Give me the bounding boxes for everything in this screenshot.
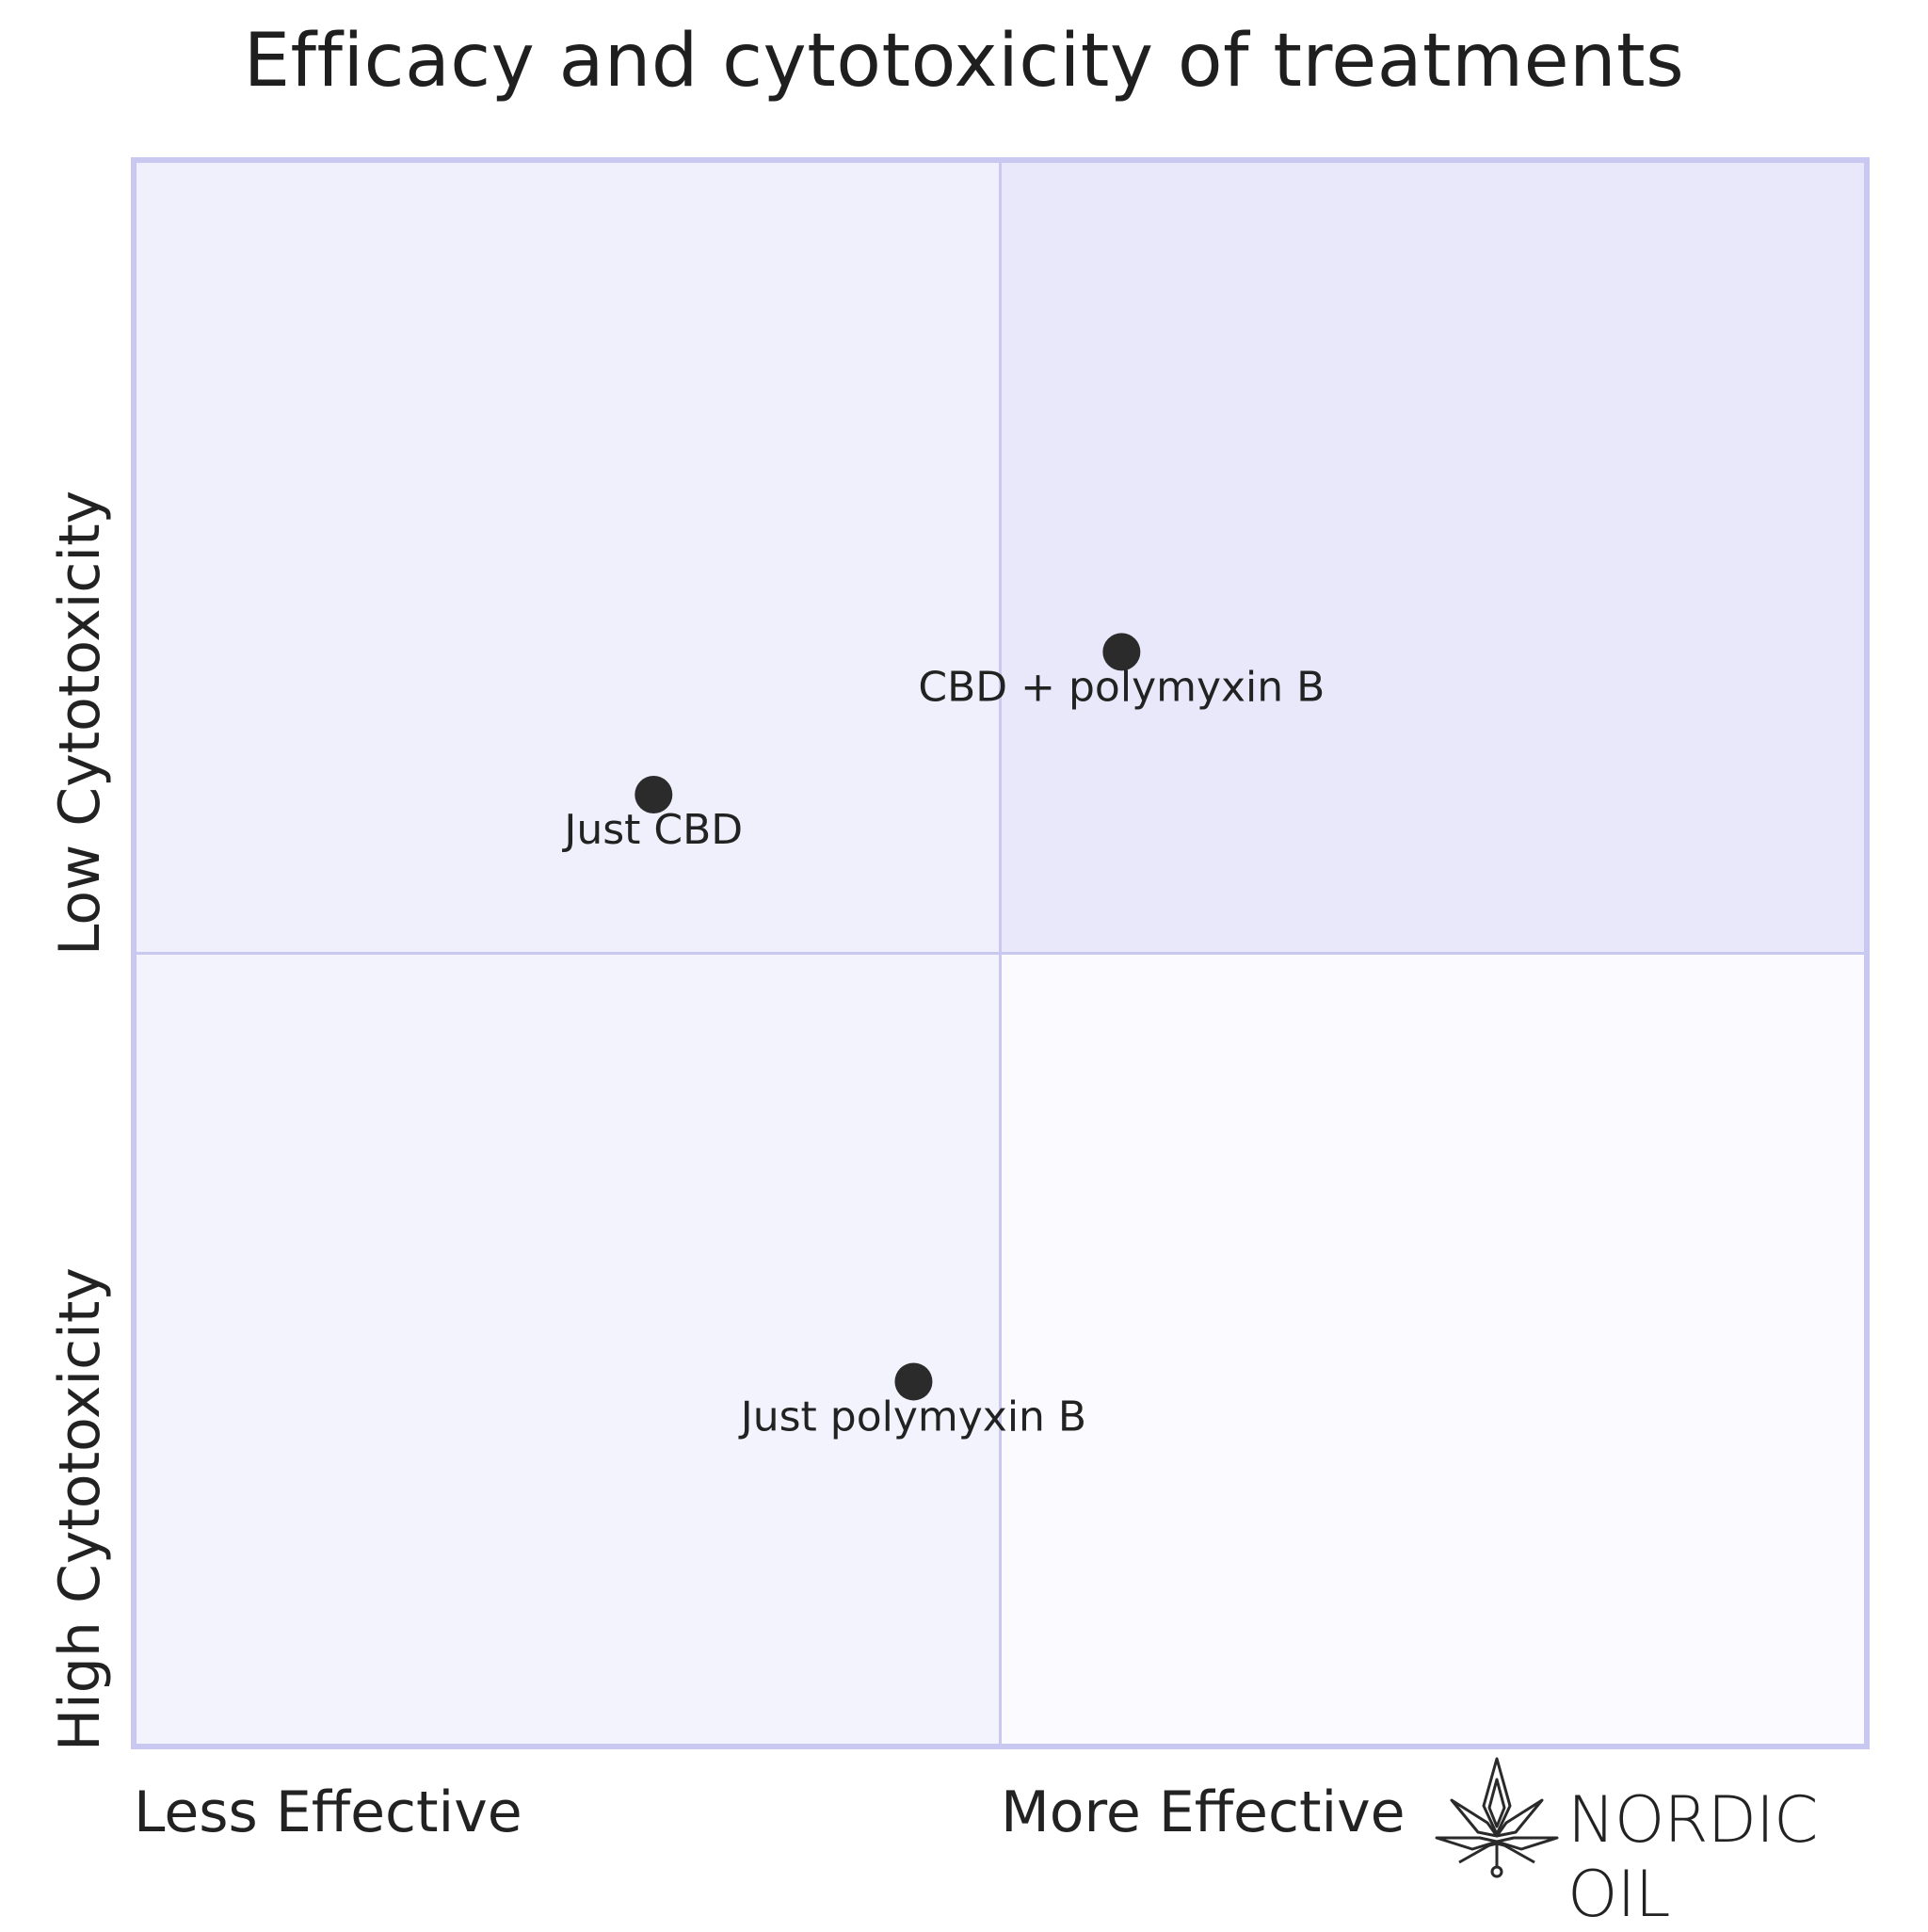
chart-border xyxy=(131,157,1870,1749)
quadrant-bottom-left xyxy=(134,953,1001,1747)
chart-title: Efficacy and cytotoxicity of treatments xyxy=(243,19,1685,104)
quadrant-top-right xyxy=(1000,160,1867,954)
data-point-label: Just polymyxin B xyxy=(738,1393,1086,1441)
quadrant-chart: CBD + polymyxin B Just CBD Just polymyxin … xyxy=(131,157,1870,1749)
y-axis-top-label: Low Cytotoxicity xyxy=(47,490,113,956)
quadrant-top-left xyxy=(134,160,1001,954)
x-axis-right-label: More Effective xyxy=(1001,1779,1406,1845)
quadrant-bottom-right xyxy=(1000,953,1867,1747)
brand-logo: NORDIC OIL xyxy=(1431,1751,1920,1932)
y-axis-bottom-label: High Cytotoxicity xyxy=(47,1267,113,1751)
data-point-label: CBD + polymyxin B xyxy=(918,663,1325,711)
data-point xyxy=(1102,633,1141,671)
data-point xyxy=(635,776,673,813)
data-point xyxy=(894,1362,933,1401)
cannabis-leaf-icon xyxy=(1435,1757,1559,1878)
x-axis-left-label: Less Effective xyxy=(134,1779,522,1845)
data-point-label: Just CBD xyxy=(561,806,743,854)
brand-name: NORDIC OIL xyxy=(1567,1783,1819,1932)
